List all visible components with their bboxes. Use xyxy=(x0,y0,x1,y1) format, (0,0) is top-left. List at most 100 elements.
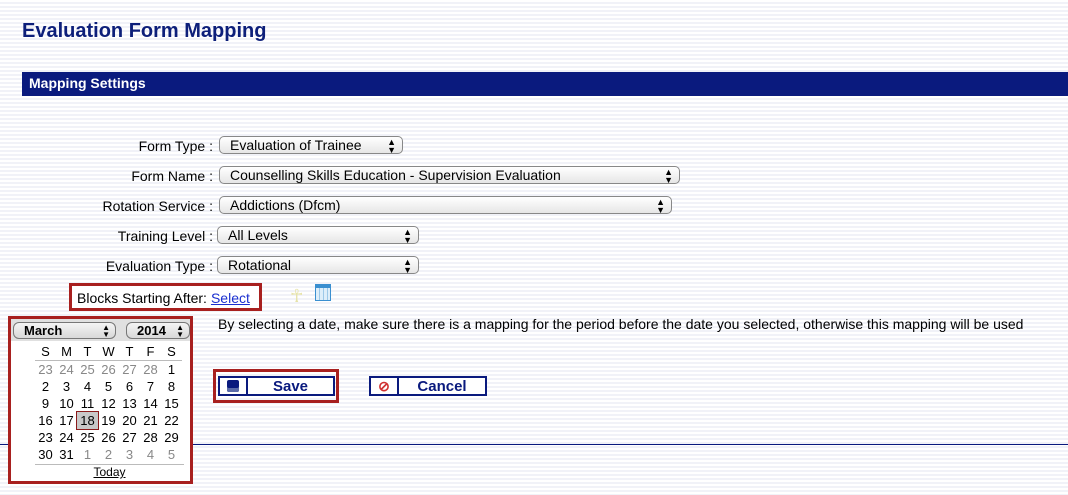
calendar-day[interactable]: 21 xyxy=(143,413,158,428)
calendar-week: 23 24 25 26 27 28 29 xyxy=(35,429,182,446)
calendar-day[interactable]: 4 xyxy=(83,379,92,394)
calendar-day[interactable]: 22 xyxy=(164,413,179,428)
weekday-header: T xyxy=(77,343,98,361)
calendar-day[interactable]: 5 xyxy=(167,447,176,462)
select-date-link[interactable]: Select xyxy=(210,290,250,306)
calendar-day[interactable]: 30 xyxy=(38,447,53,462)
date-picker: March ▲ ▼ 2014 ▲ ▼ S M T W T F S 23 24 25 26 27 28 1 2 3 4 5 6… xyxy=(8,316,193,484)
calendar-day[interactable]: 26 xyxy=(101,430,116,445)
calendar-day[interactable]: 3 xyxy=(125,447,134,462)
calendar-day[interactable]: 26 xyxy=(101,362,116,377)
calendar-day[interactable]: 6 xyxy=(125,379,134,394)
year-value: 2014 xyxy=(137,323,166,338)
today-link[interactable]: Today xyxy=(35,464,184,479)
save-button[interactable]: Save xyxy=(218,376,335,396)
divider xyxy=(0,444,1068,445)
calendar-day[interactable]: 8 xyxy=(167,379,176,394)
blocks-label: Blocks Starting After: xyxy=(77,290,207,306)
calendar-day-selected[interactable]: 18 xyxy=(76,411,99,430)
select-arrows-icon: ▲ ▼ xyxy=(403,227,412,245)
calendar-week: 16 17 18 19 20 21 22 xyxy=(35,411,182,430)
evaluation-type-select[interactable]: Rotational ▲ ▼ xyxy=(217,256,419,275)
calendar-day[interactable]: 12 xyxy=(101,396,116,411)
calendar-day[interactable]: 29 xyxy=(164,430,179,445)
calendar-day[interactable]: 2 xyxy=(104,447,113,462)
weekday-header: S xyxy=(161,343,182,361)
calendar-day[interactable]: 9 xyxy=(41,396,50,411)
select-arrows-icon: ▲ ▼ xyxy=(656,197,665,215)
calendar-grid: S M T W T F S 23 24 25 26 27 28 1 2 3 4 5 6 7 8 9 10 11 12 13 14 15… xyxy=(35,343,182,463)
form-name-label: Form Name : xyxy=(131,168,213,184)
weekday-header: M xyxy=(56,343,77,361)
calendar-day[interactable]: 5 xyxy=(104,379,113,394)
blocks-starting-after: Blocks Starting After: Select xyxy=(69,283,262,311)
calendar-day[interactable]: 17 xyxy=(59,413,74,428)
calendar-day[interactable]: 11 xyxy=(80,396,95,411)
save-label: Save xyxy=(272,378,309,395)
form-name-value: Counselling Skills Education - Supervisi… xyxy=(230,167,561,183)
form-type-select[interactable]: Evaluation of Trainee ▲ ▼ xyxy=(219,136,403,155)
calendar-day[interactable]: 24 xyxy=(59,362,74,377)
cancel-button[interactable]: ⊘ Cancel xyxy=(369,376,487,396)
calendar-day[interactable]: 1 xyxy=(83,447,92,462)
calendar-day[interactable]: 7 xyxy=(146,379,155,394)
select-arrows-icon: ▲ ▼ xyxy=(387,137,396,155)
weekday-header: F xyxy=(140,343,161,361)
form-name-select[interactable]: Counselling Skills Education - Supervisi… xyxy=(219,166,680,185)
form-type-value: Evaluation of Trainee xyxy=(230,137,362,153)
clear-ankh-icon[interactable]: ☥ xyxy=(290,286,304,306)
calendar-day[interactable]: 14 xyxy=(143,396,158,411)
evaluation-type-label: Evaluation Type : xyxy=(105,258,213,274)
calendar-day[interactable]: 25 xyxy=(80,362,95,377)
calendar-day[interactable]: 24 xyxy=(59,430,74,445)
year-select[interactable]: 2014 ▲ ▼ xyxy=(126,322,190,339)
calendar-day[interactable]: 27 xyxy=(122,430,137,445)
rotation-service-value: Addictions (Dfcm) xyxy=(230,197,341,213)
calendar-day[interactable]: 10 xyxy=(59,396,74,411)
calendar-week: 23 24 25 26 27 28 1 xyxy=(35,361,182,379)
cancel-label: Cancel xyxy=(417,378,467,395)
evaluation-type-value: Rotational xyxy=(228,257,292,273)
select-arrows-icon: ▲ ▼ xyxy=(403,257,412,275)
section-header: Mapping Settings xyxy=(22,72,1068,96)
month-select[interactable]: March ▲ ▼ xyxy=(13,322,116,339)
rotation-service-select[interactable]: Addictions (Dfcm) ▲ ▼ xyxy=(219,196,672,215)
calendar-day[interactable]: 1 xyxy=(167,362,176,377)
calendar-week: 9 10 11 12 13 14 15 xyxy=(35,395,182,412)
calendar-day[interactable]: 15 xyxy=(164,396,179,411)
info-text: By selecting a date, make sure there is … xyxy=(218,316,1024,332)
select-arrows-icon: ▲ ▼ xyxy=(664,167,673,185)
calendar-week: 30 31 1 2 3 4 5 xyxy=(35,446,182,463)
calendar-day[interactable]: 2 xyxy=(41,379,50,394)
calendar-day[interactable]: 13 xyxy=(122,396,137,411)
form-type-label: Form Type : xyxy=(138,138,213,154)
calendar-day[interactable]: 31 xyxy=(59,447,74,462)
calendar-day[interactable]: 28 xyxy=(143,430,158,445)
calendar-icon[interactable] xyxy=(315,284,331,301)
weekday-header: W xyxy=(98,343,119,361)
calendar-day[interactable]: 19 xyxy=(101,413,116,428)
calendar-day[interactable]: 23 xyxy=(38,362,53,377)
calendar-day[interactable]: 25 xyxy=(80,430,95,445)
calendar-day[interactable]: 28 xyxy=(143,362,158,377)
floppy-disk-icon xyxy=(220,378,248,394)
month-value: March xyxy=(24,323,63,338)
page-title: Evaluation Form Mapping xyxy=(22,20,267,42)
rotation-service-label: Rotation Service : xyxy=(102,198,214,214)
select-arrows-icon: ▲ ▼ xyxy=(102,323,110,339)
calendar-day[interactable]: 3 xyxy=(62,379,71,394)
calendar-day[interactable]: 16 xyxy=(38,413,53,428)
calendar-day[interactable]: 27 xyxy=(122,362,137,377)
save-highlight xyxy=(213,369,339,403)
select-arrows-icon: ▲ ▼ xyxy=(176,323,184,339)
cancel-icon: ⊘ xyxy=(371,378,399,394)
calendar-day[interactable]: 23 xyxy=(38,430,53,445)
training-level-label: Training Level : xyxy=(117,228,213,244)
weekday-header: S xyxy=(35,343,56,361)
training-level-value: All Levels xyxy=(228,227,288,243)
weekday-header: T xyxy=(119,343,140,361)
calendar-day[interactable]: 20 xyxy=(122,413,137,428)
training-level-select[interactable]: All Levels ▲ ▼ xyxy=(217,226,419,245)
calendar-day[interactable]: 4 xyxy=(146,447,155,462)
